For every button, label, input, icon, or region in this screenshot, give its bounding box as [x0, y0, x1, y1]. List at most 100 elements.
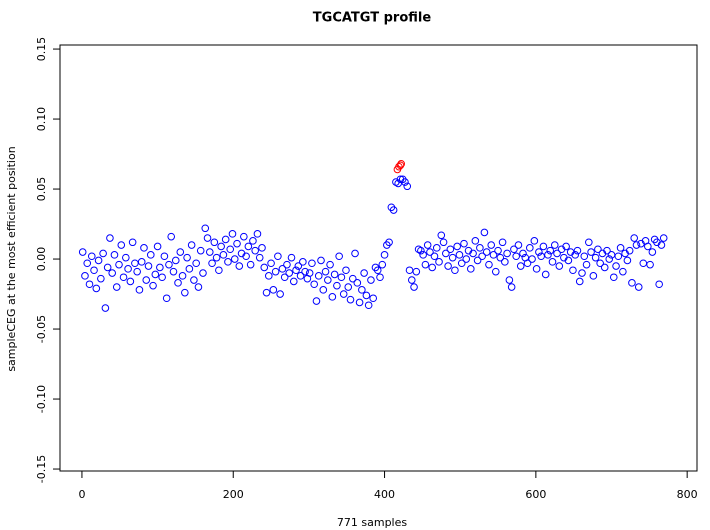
point	[448, 253, 457, 262]
point	[421, 260, 430, 269]
point	[494, 246, 502, 255]
point	[94, 256, 103, 265]
point	[419, 251, 427, 259]
point	[630, 234, 639, 242]
point	[634, 283, 643, 291]
point	[135, 286, 144, 294]
point	[569, 266, 577, 275]
point	[90, 266, 98, 275]
point	[655, 280, 663, 289]
point	[124, 265, 132, 273]
point	[619, 267, 627, 276]
point	[385, 238, 393, 247]
x-tick-label: 0	[78, 488, 85, 501]
point	[321, 267, 330, 276]
point	[83, 259, 92, 268]
point	[210, 238, 219, 247]
point	[360, 269, 368, 277]
point	[600, 263, 609, 272]
point	[190, 276, 198, 284]
point	[546, 246, 555, 255]
point	[171, 256, 180, 265]
point	[289, 277, 298, 286]
point	[178, 272, 187, 280]
point	[530, 237, 539, 245]
point	[539, 242, 548, 251]
point	[244, 242, 253, 251]
point	[292, 266, 300, 275]
point	[196, 246, 205, 255]
point	[564, 256, 573, 265]
point	[137, 258, 146, 266]
point	[242, 252, 250, 261]
point	[501, 258, 509, 266]
point	[423, 241, 432, 249]
point	[519, 249, 527, 258]
point	[485, 260, 493, 269]
point	[451, 266, 459, 275]
point	[355, 298, 364, 307]
point	[376, 273, 384, 282]
point	[351, 249, 359, 258]
point	[348, 274, 357, 283]
point	[403, 182, 412, 191]
point	[128, 238, 137, 247]
point	[473, 256, 482, 265]
point	[460, 239, 468, 248]
point	[430, 252, 439, 261]
point	[287, 253, 296, 262]
point	[212, 253, 221, 262]
point	[194, 283, 203, 291]
point	[176, 248, 185, 256]
point	[614, 252, 623, 261]
point	[187, 241, 196, 249]
point	[573, 246, 582, 255]
point	[578, 269, 586, 277]
point	[362, 291, 371, 300]
point	[106, 234, 114, 242]
y-tick-label: 0.10	[35, 107, 48, 131]
point	[389, 206, 398, 214]
point	[628, 279, 636, 287]
point	[489, 251, 498, 259]
point	[417, 246, 425, 255]
point	[246, 260, 255, 269]
point	[446, 245, 455, 254]
point	[103, 263, 112, 272]
point	[199, 269, 207, 277]
point	[442, 249, 450, 258]
point	[99, 249, 107, 258]
point	[401, 178, 409, 186]
x-tick-label: 200	[223, 488, 244, 501]
point	[167, 232, 176, 241]
point	[337, 273, 346, 282]
point	[397, 160, 405, 168]
point	[380, 251, 389, 259]
point	[278, 265, 287, 273]
point	[319, 286, 328, 294]
point	[205, 248, 214, 256]
point	[414, 245, 423, 254]
point	[469, 249, 477, 258]
point	[646, 260, 654, 269]
point	[271, 267, 280, 276]
point	[283, 260, 291, 269]
point	[119, 273, 128, 282]
point	[226, 245, 235, 254]
point	[296, 272, 305, 280]
point	[616, 244, 625, 252]
point	[314, 272, 323, 280]
point	[328, 293, 337, 301]
point	[185, 265, 194, 273]
x-tick-label: 800	[677, 488, 698, 501]
point	[457, 259, 466, 268]
point	[412, 267, 421, 276]
point	[285, 269, 294, 277]
point	[648, 248, 657, 256]
point	[603, 246, 611, 255]
point	[396, 161, 405, 170]
point	[151, 270, 160, 279]
point	[240, 232, 248, 241]
